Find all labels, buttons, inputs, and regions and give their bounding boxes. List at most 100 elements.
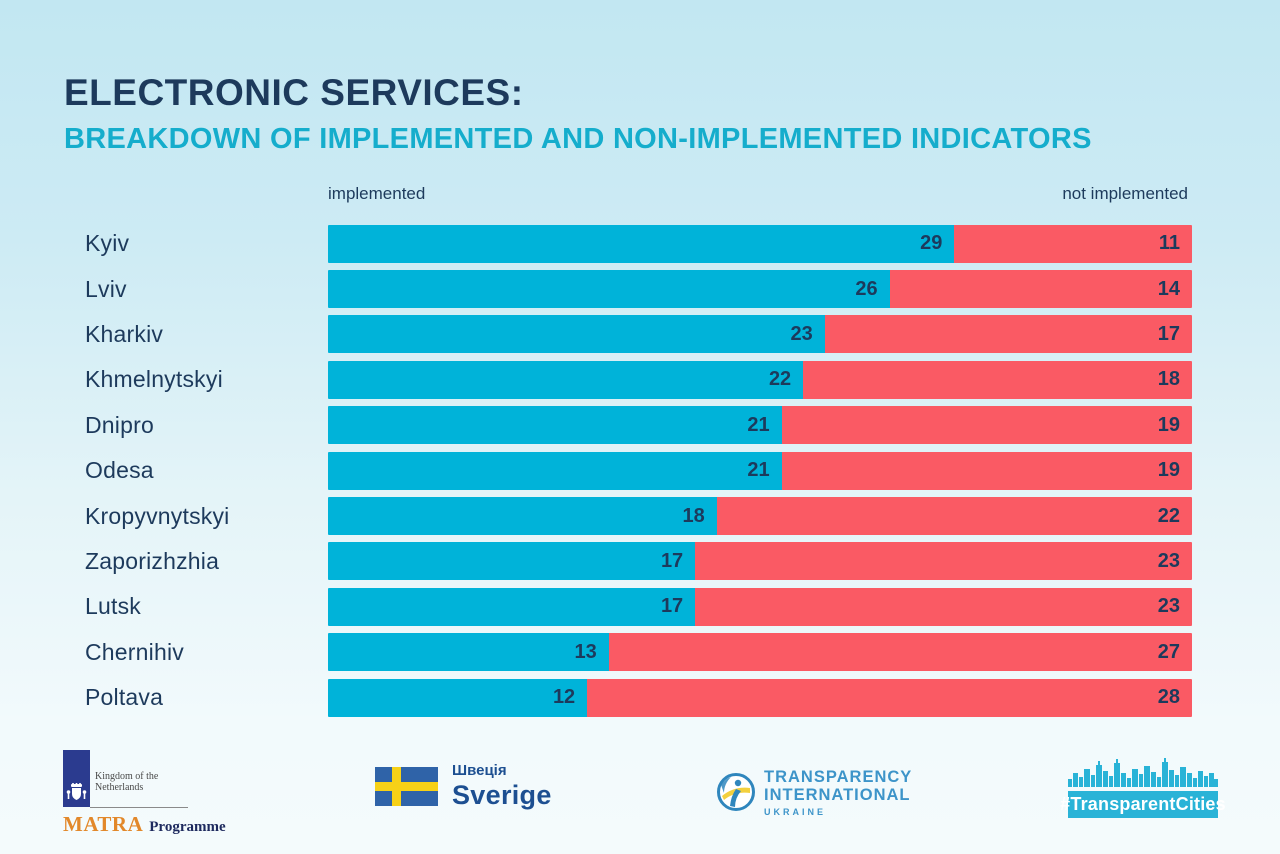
netherlands-coat-of-arms-icon xyxy=(66,783,87,800)
implemented-value: 18 xyxy=(682,504,705,527)
sweden-name-ukrainian: Швеція xyxy=(452,762,507,779)
city-label: Zaporizhzhia xyxy=(85,547,220,574)
chart-row: Khmelnytskyi 22 18 xyxy=(0,357,1280,402)
matra-programme-line: MATRA Programme xyxy=(63,812,226,837)
sweden-flag-icon xyxy=(375,767,438,806)
chart-row: Poltava 12 28 xyxy=(0,675,1280,720)
bar-implemented-segment: 23 xyxy=(328,315,825,354)
bar-not-implemented-segment: 17 xyxy=(824,315,1192,354)
bar-not-implemented-segment: 14 xyxy=(889,270,1192,309)
implemented-value: 29 xyxy=(920,232,943,255)
implemented-value: 21 xyxy=(747,459,770,482)
implemented-value: 23 xyxy=(790,322,813,345)
footer-logos: Kingdom of the Netherlands MATRA Program… xyxy=(0,745,1280,845)
sweden-logo: Швеція Sverige xyxy=(375,762,552,811)
bar-track: 13 27 xyxy=(328,633,1192,672)
bar-implemented-segment: 12 xyxy=(328,678,588,717)
city-label: Lviv xyxy=(85,275,127,302)
city-label: Odesa xyxy=(85,457,154,484)
not-implemented-value: 23 xyxy=(1157,549,1180,572)
chart-row: Lviv 26 14 xyxy=(0,266,1280,311)
chart-row: Kharkiv 23 17 xyxy=(0,312,1280,357)
bar-implemented-segment: 26 xyxy=(328,270,890,309)
netherlands-logo-top: Kingdom of the Netherlands xyxy=(63,750,188,807)
bar-track: 23 17 xyxy=(328,315,1192,354)
legend-implemented-label: implemented xyxy=(328,184,426,203)
sweden-text: Швеція Sverige xyxy=(452,762,552,811)
bar-not-implemented-segment: 22 xyxy=(716,497,1192,536)
transparent-cities-logo: #TransparentCities xyxy=(1060,757,1226,818)
matra-programme-logo: Kingdom of the Netherlands MATRA Program… xyxy=(63,750,226,837)
bar-implemented-segment: 21 xyxy=(328,451,782,490)
bar-not-implemented-segment: 19 xyxy=(781,406,1192,445)
implemented-value: 13 xyxy=(574,640,597,663)
bar-track: 26 14 xyxy=(328,270,1192,309)
bar-implemented-segment: 13 xyxy=(328,633,609,672)
not-implemented-value: 18 xyxy=(1157,368,1180,391)
bar-not-implemented-segment: 27 xyxy=(608,633,1192,672)
title-block: ELECTRONIC SERVICES: BREAKDOWN OF IMPLEM… xyxy=(64,72,1092,156)
sweden-name-swedish: Sverige xyxy=(452,780,552,810)
implemented-value: 17 xyxy=(660,595,684,618)
not-implemented-value: 19 xyxy=(1157,413,1180,436)
chart-row: Zaporizhzhia 17 23 xyxy=(0,539,1280,584)
bar-not-implemented-segment: 28 xyxy=(587,678,1192,717)
matra-divider xyxy=(90,807,188,808)
bar-implemented-segment: 17 xyxy=(328,587,696,626)
bar-not-implemented-segment: 18 xyxy=(803,360,1192,399)
city-label: Kharkiv xyxy=(85,320,164,347)
not-implemented-value: 23 xyxy=(1157,595,1180,618)
programme-label: Programme xyxy=(149,819,226,835)
chart-row: Odesa 21 19 xyxy=(0,448,1280,493)
city-label: Poltava xyxy=(85,684,164,711)
matra-label: MATRA xyxy=(63,812,144,836)
not-implemented-value: 22 xyxy=(1157,504,1180,527)
legend-row: implemented not implemented xyxy=(328,184,1192,204)
bar-track: 12 28 xyxy=(328,678,1192,717)
transparency-line2: INTERNATIONAL xyxy=(764,786,911,805)
implemented-value: 22 xyxy=(768,368,792,391)
bar-not-implemented-segment: 23 xyxy=(695,542,1192,581)
bar-track: 17 23 xyxy=(328,587,1192,626)
implemented-value: 12 xyxy=(552,686,576,709)
transparency-international-logo: TRANSPARENCY INTERNATIONAL UKRAINE xyxy=(716,768,912,817)
not-implemented-value: 19 xyxy=(1157,459,1180,482)
bar-not-implemented-segment: 23 xyxy=(695,587,1192,626)
bar-track: 29 11 xyxy=(328,224,1192,263)
not-implemented-value: 17 xyxy=(1157,322,1180,345)
not-implemented-value: 27 xyxy=(1157,640,1180,663)
bar-track: 22 18 xyxy=(328,360,1192,399)
chart-row: Kropyvnytskyi 18 22 xyxy=(0,493,1280,538)
bar-implemented-segment: 21 xyxy=(328,406,782,445)
bar-track: 18 22 xyxy=(328,497,1192,536)
bar-implemented-segment: 18 xyxy=(328,497,717,536)
chart-rows: Kyiv 29 11 Lviv 26 14 Kharkiv 23 17 Khmelnytskyi 2… xyxy=(0,221,1280,720)
bar-track: 21 19 xyxy=(328,451,1192,490)
bar-implemented-segment: 22 xyxy=(328,360,804,399)
chart-row: Chernihiv 13 27 xyxy=(0,630,1280,675)
page-subtitle: BREAKDOWN OF IMPLEMENTED AND NON-IMPLEME… xyxy=(64,123,1092,155)
implemented-value: 21 xyxy=(747,413,770,436)
bar-track: 21 19 xyxy=(328,406,1192,445)
not-implemented-value: 11 xyxy=(1158,232,1180,255)
not-implemented-value: 28 xyxy=(1157,686,1180,709)
legend-not-implemented-label: not implemented xyxy=(1062,184,1188,203)
city-label: Chernihiv xyxy=(85,638,184,665)
netherlands-blue-banner xyxy=(63,750,90,807)
transparent-cities-tag: #TransparentCities xyxy=(1060,794,1226,814)
transparency-international-globe-icon xyxy=(717,773,755,812)
city-label: Lutsk xyxy=(85,593,141,620)
city-label: Dnipro xyxy=(85,411,154,438)
stacked-bar-chart: implemented not implemented Kyiv 29 11 Lviv… xyxy=(0,184,1280,720)
city-label: Kyiv xyxy=(85,230,130,257)
transparency-text: TRANSPARENCY INTERNATIONAL UKRAINE xyxy=(764,768,912,817)
implemented-value: 26 xyxy=(855,277,878,300)
bar-implemented-segment: 17 xyxy=(328,542,696,581)
page-title: ELECTRONIC SERVICES: xyxy=(64,72,524,113)
not-implemented-value: 14 xyxy=(1157,277,1180,300)
bar-implemented-segment: 29 xyxy=(328,224,955,263)
implemented-value: 17 xyxy=(660,549,684,572)
bar-track: 17 23 xyxy=(328,542,1192,581)
bar-not-implemented-segment: 19 xyxy=(781,451,1192,490)
